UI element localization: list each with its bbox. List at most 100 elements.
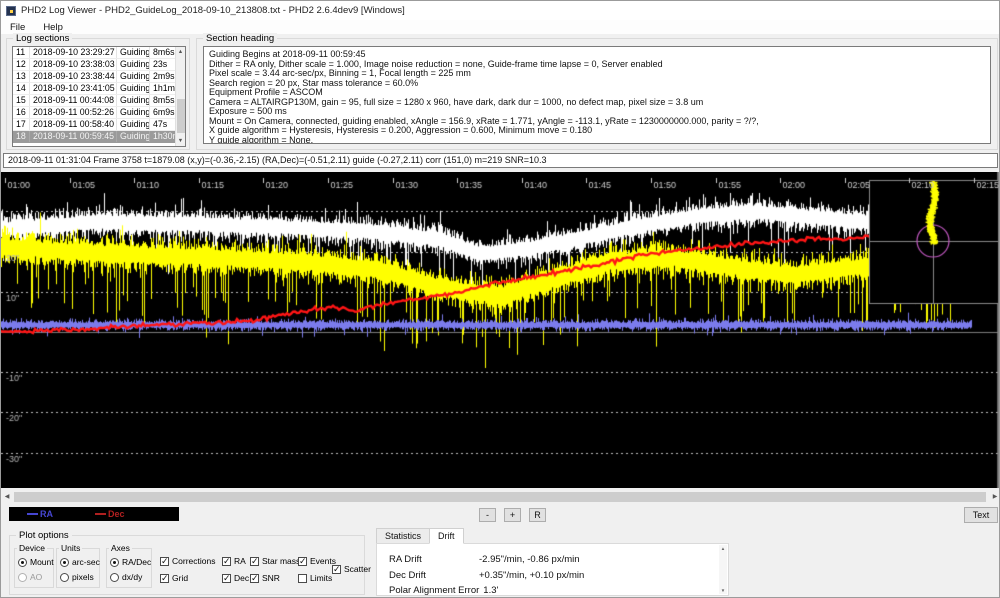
checkbox-icon xyxy=(332,564,341,575)
log-row-num: 17 xyxy=(13,119,30,130)
menu-file[interactable]: File xyxy=(10,21,26,33)
log-sections-scrollbar[interactable]: ▲ ▼ xyxy=(175,47,185,146)
scroll-up-icon[interactable]: ▲ xyxy=(720,546,726,551)
checkbox-dec[interactable]: Dec xyxy=(222,573,250,584)
log-row-duration: 1h30m14s xyxy=(153,131,175,141)
checkbox-corrections[interactable]: Corrections xyxy=(160,556,215,567)
log-row-type: Guiding xyxy=(117,107,150,118)
checkbox-label: SNR xyxy=(262,573,280,583)
ra-legend-line xyxy=(27,513,38,515)
log-row-duration: 8m5s xyxy=(153,95,175,105)
log-section-row[interactable]: 16 2018-09-11 00:52:26 Guiding 6m9s xyxy=(13,107,175,119)
units-group-label: Units xyxy=(59,543,83,553)
log-row-duration: 8m6s xyxy=(153,47,175,57)
checkbox-icon xyxy=(160,556,169,567)
radio-dx-dy[interactable]: dx/dy xyxy=(110,572,142,582)
text-view-button[interactable]: Text xyxy=(964,507,998,523)
log-row-datetime: 2018-09-10 23:38:03 xyxy=(30,59,117,70)
section-heading-label: Section heading xyxy=(203,33,278,44)
checkbox-star-mass[interactable]: Star mass xyxy=(250,556,301,567)
log-row-duration: 1h1m60s xyxy=(153,83,175,93)
checkbox-icon xyxy=(298,573,307,583)
dec-drift-row: Dec Drift +0.35"/min, +0.10 px/min xyxy=(389,568,728,584)
checkbox-label: Star mass xyxy=(262,556,301,566)
log-row-type: Guiding xyxy=(117,71,150,82)
checkbox-icon xyxy=(250,556,259,567)
checkbox-icon xyxy=(160,573,169,584)
section-line: Pixel scale = 3.44 arc-sec/px, Binning =… xyxy=(209,68,471,78)
log-section-row[interactable]: 13 2018-09-10 23:38:44 Guiding 2m9s xyxy=(13,71,175,83)
radio-mount[interactable]: Mount xyxy=(18,557,54,567)
radio-arc-sec[interactable]: arc-sec xyxy=(60,557,100,567)
radio-icon xyxy=(18,557,27,567)
log-row-datetime: 2018-09-11 00:52:26 xyxy=(30,107,117,118)
log-row-duration: 6m9s xyxy=(153,107,175,117)
scroll-up-icon[interactable]: ▲ xyxy=(177,49,184,55)
drift-stats-box: RA Drift -2.95"/min, -0.86 px/min Dec Dr… xyxy=(376,543,729,596)
window-title: PHD2 Log Viewer - PHD2_GuideLog_2018-09-… xyxy=(21,5,405,16)
dec-drift-label: Dec Drift xyxy=(389,569,426,581)
stats-scrollbar[interactable]: ▲ ▼ xyxy=(719,545,727,594)
polar-alignment-label: Polar Alignment Error xyxy=(389,585,480,596)
log-row-num: 11 xyxy=(13,47,30,58)
polar-alignment-row: Polar Alignment Error 1.3' xyxy=(389,583,728,597)
radio-label: arc-sec xyxy=(72,557,100,567)
log-row-datetime: 2018-09-11 00:59:45 xyxy=(30,131,117,142)
checkbox-events[interactable]: Events xyxy=(298,556,336,567)
checkbox-snr[interactable]: SNR xyxy=(250,573,280,584)
log-sections-rows: 11 2018-09-10 23:29:27 Guiding 8m6s 12 2018-… xyxy=(13,47,175,146)
log-row-num: 18 xyxy=(13,131,30,142)
checkbox-label: Scatter xyxy=(344,564,371,574)
plot-options-label: Plot options xyxy=(16,530,72,541)
checkbox-label: Dec xyxy=(234,573,250,583)
log-row-type: Guiding xyxy=(117,119,150,130)
scroll-down-icon[interactable]: ▼ xyxy=(720,588,726,593)
log-section-row[interactable]: 12 2018-09-10 23:38:03 Guiding 23s xyxy=(13,59,175,71)
radio-ao: AO xyxy=(18,572,42,582)
checkbox-label: Events xyxy=(310,556,336,566)
log-section-row[interactable]: 11 2018-09-10 23:29:27 Guiding 8m6s xyxy=(13,47,175,59)
axes-group-label: Axes xyxy=(109,543,132,553)
checkbox-limits[interactable]: Limits xyxy=(298,573,332,583)
chart-scrollbar-thumb[interactable] xyxy=(14,492,986,502)
reset-button[interactable]: R xyxy=(529,508,546,522)
ra-drift-label: RA Drift xyxy=(389,554,422,565)
log-row-duration: 2m9s xyxy=(153,71,175,81)
log-row-num: 14 xyxy=(13,83,30,94)
radio-ra-dec[interactable]: RA/Dec xyxy=(110,557,151,567)
scroll-right-icon[interactable]: ▶ xyxy=(992,494,998,500)
tab-statistics[interactable]: Statistics xyxy=(376,528,431,544)
scroll-down-icon[interactable]: ▼ xyxy=(177,138,184,144)
section-line: X guide algorithm = Hysteresis, Hysteres… xyxy=(209,125,593,135)
checkbox-label: Limits xyxy=(310,573,333,583)
plot-options-panel: Plot options Device Mount AO Units arc-s… xyxy=(9,530,371,595)
checkbox-scatter[interactable]: Scatter xyxy=(332,564,371,575)
section-line: Y guide algorithm = None, xyxy=(209,134,314,144)
log-row-num: 16 xyxy=(13,107,30,118)
tab-drift[interactable]: Drift xyxy=(429,528,464,544)
checkbox-icon xyxy=(298,556,307,567)
checkbox-ra[interactable]: RA xyxy=(222,556,246,567)
dec-legend-line xyxy=(95,513,106,515)
zoom-out-button[interactable]: - xyxy=(479,508,496,522)
scrollbar-thumb[interactable] xyxy=(177,99,185,133)
log-section-row[interactable]: 15 2018-09-11 00:44:08 Guiding 8m5s xyxy=(13,95,175,107)
chart-scrollbar[interactable]: ◀ ▶ xyxy=(1,491,999,503)
section-heading-panel: Section heading Guiding Begins at 2018-0… xyxy=(196,33,998,150)
section-line: Search region = 20 px, Star mass toleran… xyxy=(209,77,419,88)
guide-chart-canvas[interactable] xyxy=(1,172,999,488)
log-section-row[interactable]: 17 2018-09-11 00:58:40 Guiding 47s xyxy=(13,119,175,131)
section-line: Exposure = 500 ms xyxy=(209,106,287,116)
log-sections-panel: Log sections 11 2018-09-10 23:29:27 Guidin… xyxy=(6,33,190,150)
radio-pixels[interactable]: pixels xyxy=(60,572,94,582)
scroll-left-icon[interactable]: ◀ xyxy=(4,494,10,500)
log-sections-label: Log sections xyxy=(13,33,73,44)
menu-help[interactable]: Help xyxy=(43,21,63,33)
log-sections-table: 11 2018-09-10 23:29:27 Guiding 8m6s 12 2018-… xyxy=(12,46,186,147)
zoom-in-button[interactable]: + xyxy=(504,508,521,522)
section-heading-text: Guiding Begins at 2018-09-11 00:59:45 Di… xyxy=(203,46,991,144)
polar-alignment-value: 1.3' xyxy=(483,585,499,596)
checkbox-grid[interactable]: Grid xyxy=(160,573,188,584)
